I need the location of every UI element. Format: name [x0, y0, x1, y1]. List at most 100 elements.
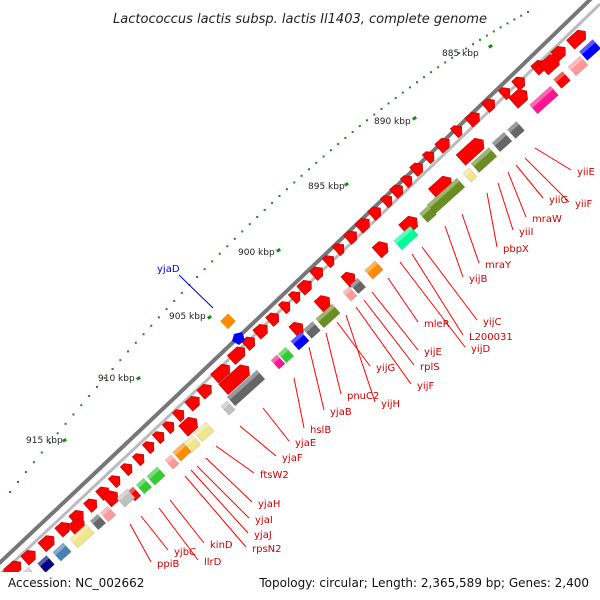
forward-gene: [119, 463, 133, 477]
leader-line: [336, 321, 371, 367]
scale-dot: [203, 268, 206, 271]
forward-gene: [309, 266, 324, 281]
leader-line: [262, 407, 290, 442]
leader-line: [158, 507, 199, 561]
forward-gene: [287, 291, 301, 305]
leader-line: [411, 253, 464, 336]
scale-dot: [293, 181, 296, 184]
forward-gene: [354, 217, 370, 234]
reverse-gene: [529, 85, 559, 115]
kbp-labels: 885 kbp 890 kbp 895 kbp 900 kbp 905 kbp 910 k…: [26, 44, 493, 446]
reverse-gene: [69, 523, 95, 549]
highlight-leader: [178, 274, 214, 309]
scale-dot: [103, 376, 106, 379]
forward-gene: [296, 279, 312, 296]
scale-dot: [9, 491, 11, 493]
scale-dot: [142, 333, 145, 336]
leader-line: [196, 465, 250, 519]
scale-dot: [271, 201, 274, 204]
reverse-gene: [578, 39, 600, 61]
kbp-label: 890 kbp: [374, 117, 411, 127]
scale-dot: [256, 215, 259, 218]
forward-gene: [277, 301, 291, 315]
forward-gene: [151, 431, 165, 445]
gene-label: pbpX: [503, 244, 529, 255]
leader-line: [444, 225, 464, 278]
scale-dot: [451, 56, 454, 59]
gene-label: yijH: [381, 399, 400, 410]
scale-dot: [40, 451, 43, 454]
scale-dot: [423, 76, 426, 79]
scale-dot: [241, 230, 244, 233]
forward-gene: [379, 195, 393, 209]
kbp-label: 885 kbp: [442, 49, 479, 59]
reverse-gene: [303, 321, 321, 339]
scale-dot: [394, 96, 397, 99]
leader-line: [215, 445, 255, 474]
gene-label: yjbC: [174, 547, 196, 558]
reverse-gene: [220, 400, 236, 416]
scale-dot: [56, 432, 59, 435]
scale-dot: [119, 359, 122, 362]
gene-label: yijG: [376, 363, 395, 374]
leader-line: [308, 346, 325, 411]
kbp-tick: [207, 315, 212, 320]
reverse-gene: [290, 331, 310, 351]
scale-dot: [307, 168, 310, 171]
scale-dot: [408, 86, 411, 89]
gene-label: yijD: [471, 344, 490, 355]
forward-gene: [107, 475, 121, 489]
forward-gene: [566, 29, 586, 50]
reverse-gene: [553, 71, 571, 89]
kbp-label: 900 kbp: [238, 248, 275, 258]
scale-dot: [430, 71, 433, 74]
leader-line: [534, 147, 572, 171]
gene-label: yiiI: [519, 227, 533, 238]
scale-dot: [16, 480, 19, 483]
gene-block: [313, 295, 331, 313]
scale-dot: [358, 125, 361, 128]
summary-text: Topology: circular; Length: 2,365,589 bp…: [258, 576, 589, 590]
leader-line: [497, 182, 514, 231]
scale-dot: [337, 143, 340, 146]
gene-label: yiiE: [577, 167, 595, 178]
reverse-gene: [349, 277, 367, 295]
scale-dot: [322, 155, 325, 158]
scale-dot: [226, 245, 229, 248]
reverse-gene: [270, 354, 286, 370]
scale-dot: [196, 275, 199, 278]
gene-label: yijE: [424, 347, 442, 358]
gene-label: rplS: [420, 362, 440, 373]
forward-gene: [252, 323, 268, 340]
scale-dot: [72, 413, 75, 416]
highlight-gene-label: yjaD: [157, 264, 180, 275]
forward-gene: [399, 175, 413, 189]
scale-dot: [173, 299, 176, 302]
forward-gene: [421, 151, 435, 165]
scale-dot: [150, 324, 153, 327]
leader-line: [461, 213, 480, 264]
gene-features: [0, 29, 600, 589]
kbp-tick: [276, 248, 281, 253]
scale-dot: [285, 188, 288, 191]
yjaD-feature: [220, 313, 236, 330]
forward-gene: [464, 111, 480, 128]
gene-label: ftsW2: [260, 470, 289, 481]
leader-line: [507, 171, 527, 218]
gene-label: llrD: [204, 557, 222, 568]
scale-dot: [458, 52, 461, 55]
gene-label: mraY: [485, 260, 512, 271]
gene-label: yijB: [469, 274, 487, 285]
gene-label: yjaI: [255, 515, 273, 526]
scale-dot: [180, 291, 183, 294]
scale-dot: [218, 252, 221, 255]
scale-dot: [80, 404, 83, 407]
forward-gene: [389, 184, 404, 199]
scale-dot: [233, 237, 236, 240]
forward-gene: [141, 441, 155, 455]
kbp-label: 915 kbp: [26, 436, 63, 446]
kbp-tick: [488, 44, 493, 49]
scale-dot: [485, 34, 488, 37]
scale-dot: [64, 422, 67, 425]
kbp-tick: [62, 438, 67, 443]
